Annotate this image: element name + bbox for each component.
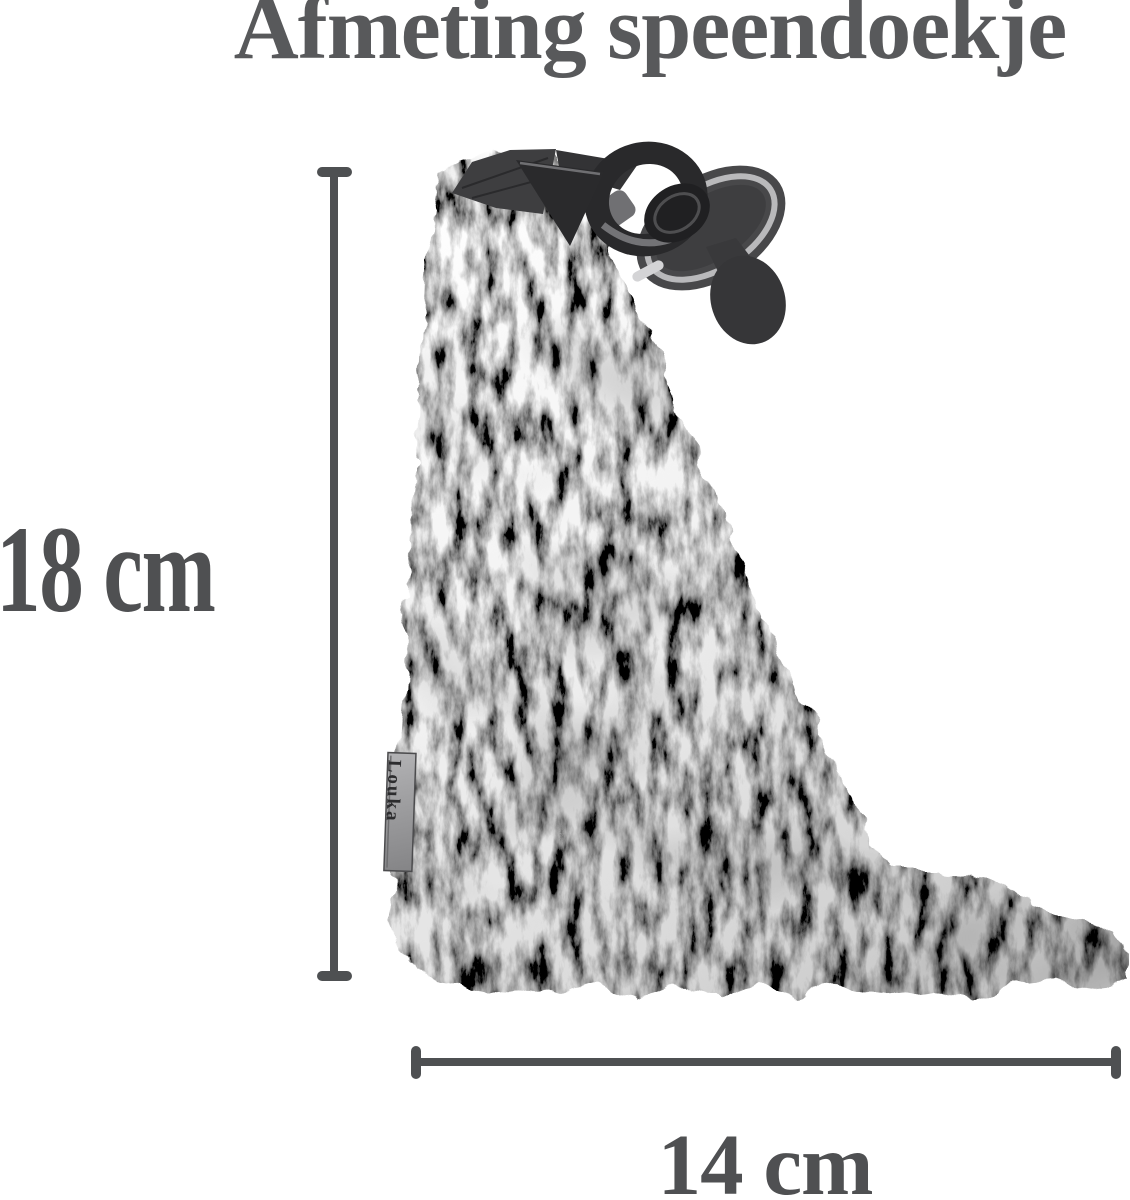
- cloth-shading: [390, 150, 1127, 1001]
- pacifier-illustration: [452, 141, 786, 345]
- width-measure-cap-right: [1111, 1046, 1121, 1079]
- brand-tag: Louka: [382, 751, 417, 873]
- height-measure-line: [317, 167, 352, 981]
- width-measure-stem: [416, 1058, 1116, 1066]
- cloth-illustration: [390, 150, 1127, 1001]
- pacifier-knob: [644, 183, 710, 243]
- width-measure-line: [411, 1046, 1121, 1079]
- height-measure-cap-bottom: [317, 971, 352, 981]
- page-title: Afmeting speendoekje: [233, 0, 1067, 78]
- shield-vent-hole: [632, 260, 664, 282]
- ribbon-knot: [516, 160, 604, 246]
- width-measurement-label: 14 cm: [657, 1116, 874, 1200]
- height-measurement-label: 18 cm: [0, 501, 216, 638]
- height-measure-stem: [330, 172, 338, 978]
- pacifier-teat: [706, 238, 786, 345]
- height-measure-cap-top: [317, 167, 352, 177]
- width-measure-cap-left: [411, 1046, 421, 1079]
- brand-tag-label: Louka: [382, 759, 405, 823]
